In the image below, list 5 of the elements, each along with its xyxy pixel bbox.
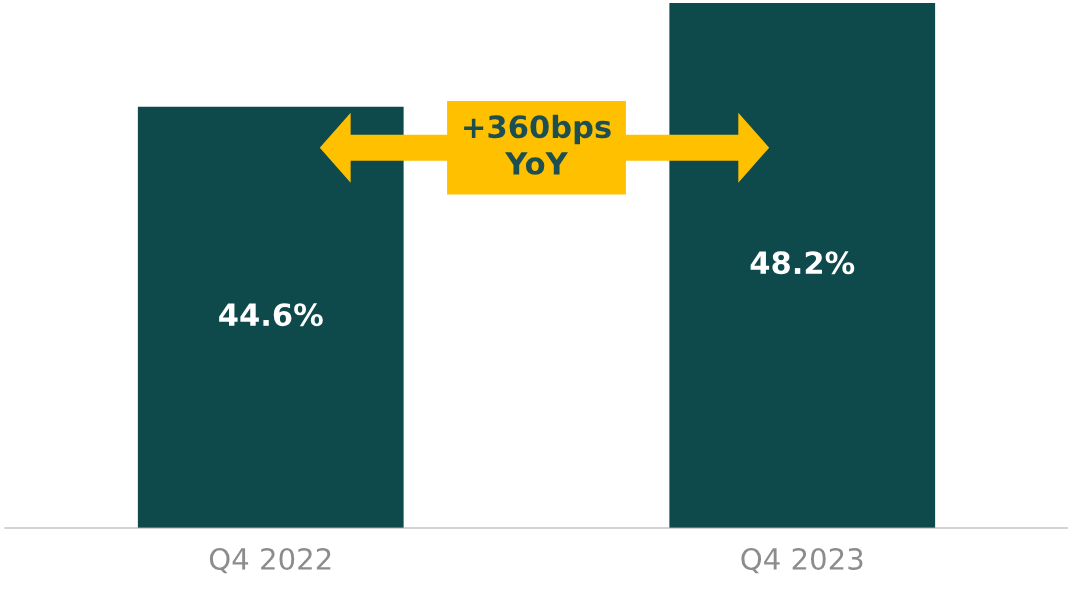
x-tick-label: Q4 2022 bbox=[209, 547, 331, 574]
annotation: +360bps YoY bbox=[464, 114, 611, 175]
x-tick-label: Q4 2023 bbox=[741, 547, 863, 574]
data-label: 44.6% bbox=[219, 303, 323, 327]
data-label: 48.2% bbox=[750, 251, 855, 275]
